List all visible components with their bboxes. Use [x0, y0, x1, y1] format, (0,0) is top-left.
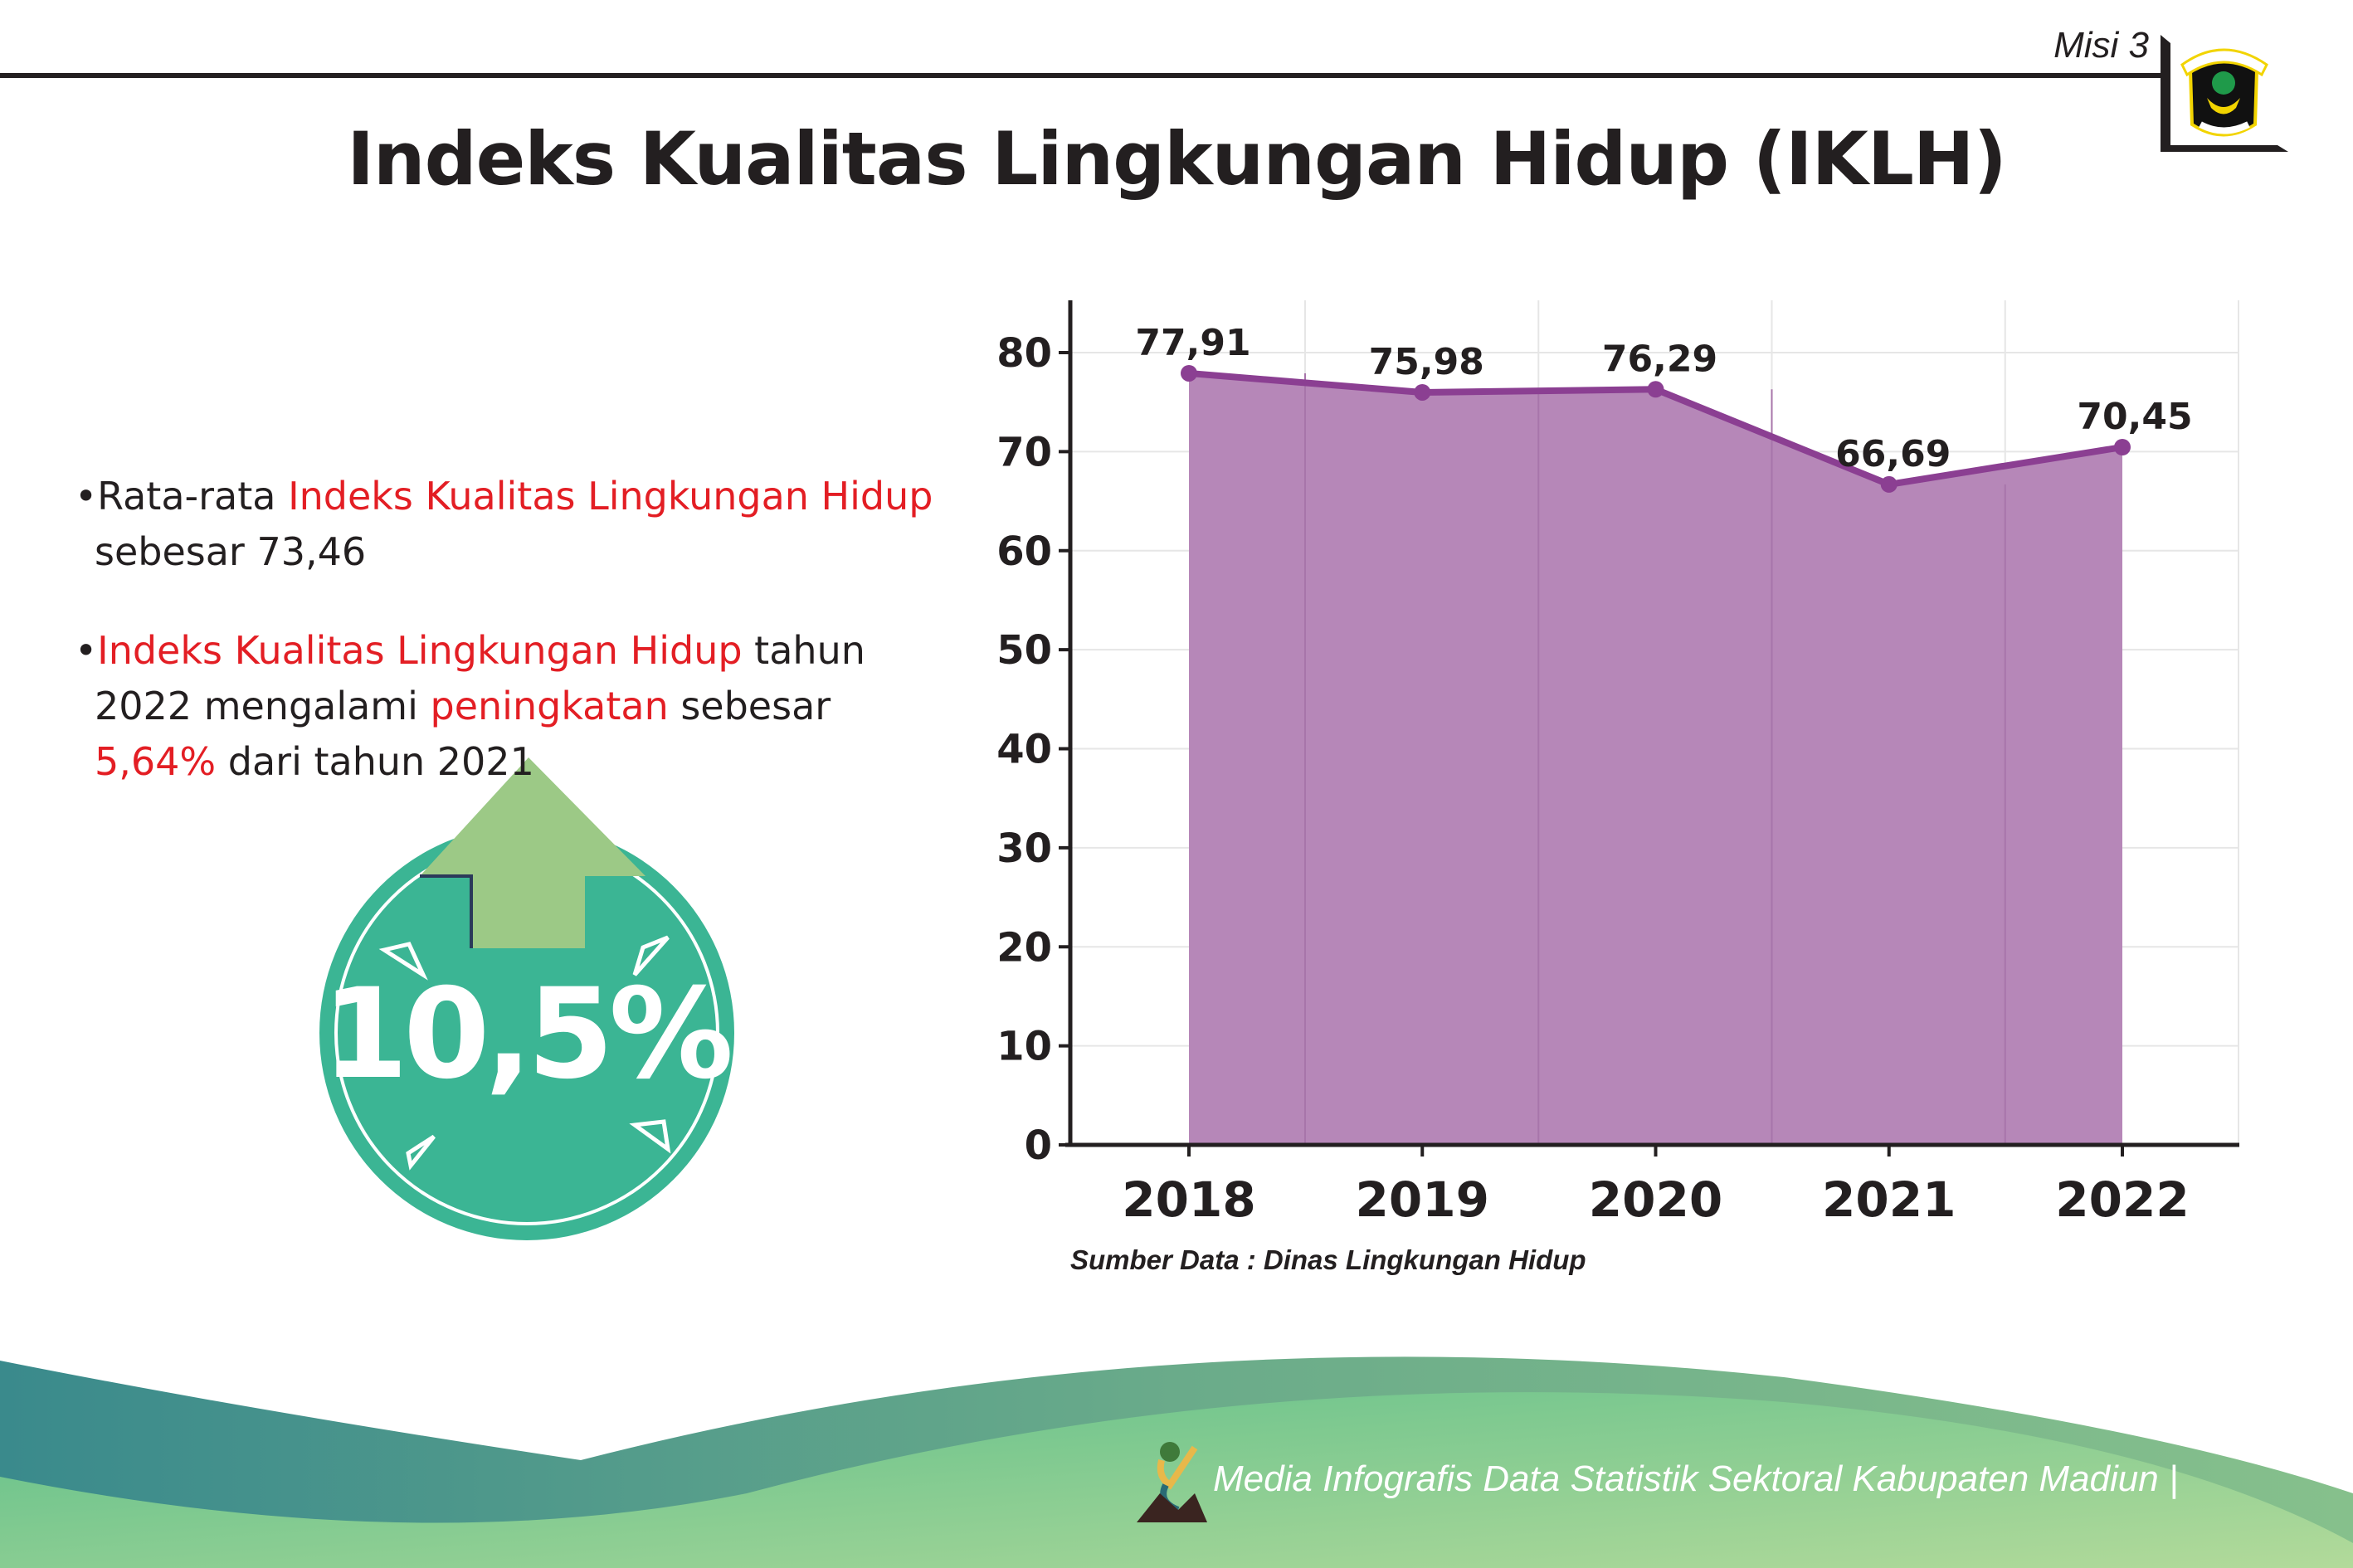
y-tick-label: 30 [996, 825, 1052, 872]
increase-badge [319, 757, 734, 1240]
infographic-figure-icon [1137, 1442, 1207, 1522]
y-tick-label: 10 [996, 1024, 1052, 1070]
bullet1-highlight: Indeks Kualitas Lingkungan Hidup [288, 474, 933, 519]
data-point [2114, 439, 2131, 456]
summary-bullets: •Rata-rata Indeks Kualitas Lingkungan Hi… [75, 469, 946, 833]
x-tick-label: 2021 [1822, 1171, 1956, 1228]
header-rule [0, 73, 2162, 78]
x-tick-label: 2020 [1589, 1171, 1722, 1228]
bullet-average: •Rata-rata Indeks Kualitas Lingkungan Hi… [75, 474, 933, 574]
x-tick-label: 2022 [2055, 1171, 2189, 1228]
iklh-area-chart: 77,91 75,98 76,29 66,69 70,45 0 10 20 30 40 50 60 70… [996, 300, 2239, 1228]
data-point [1181, 364, 1197, 382]
bullet2-text2: sebesar [668, 684, 831, 728]
bullet2-highlight1: Indeks Kualitas Lingkungan Hidup [97, 628, 743, 673]
bullet2-text1: tahun 2022 mengalami [95, 628, 865, 728]
y-tick-label: 60 [996, 528, 1052, 575]
bullet2-highlight3: 5,64% [95, 739, 217, 784]
bullet1-prefix: Rata-rata [97, 474, 289, 519]
data-label: 70,45 [2077, 396, 2192, 438]
data-source: Sumber Data : Dinas Lingkungan Hidup [1070, 1244, 1586, 1275]
footer-text: Media Infografis Data Statistik Sektoral… [1213, 1458, 2179, 1499]
data-label: 76,29 [1602, 338, 1717, 380]
mission-label: Misi 3 [2053, 25, 2149, 66]
y-tick-label: 50 [996, 627, 1052, 674]
badge-value: 10,5% [321, 962, 733, 1107]
data-point [1880, 475, 1898, 493]
data-point [1647, 381, 1664, 398]
bullet-increase: •Indeks Kualitas Lingkungan Hidup tahun … [75, 628, 865, 784]
x-tick-label: 2018 [1122, 1171, 1255, 1228]
data-label: 75,98 [1369, 341, 1484, 383]
bullet2-highlight2: peningkatan [430, 684, 669, 728]
y-tick-label: 40 [996, 727, 1052, 773]
bullet1-suffix: sebesar 73,46 [95, 529, 367, 574]
y-tick-label: 0 [1025, 1122, 1052, 1169]
bullet2-text3: dari tahun 2021 [216, 739, 534, 784]
up-arrow-icon [420, 757, 645, 948]
y-tick-label: 20 [996, 924, 1052, 971]
y-tick-label: 70 [996, 429, 1052, 475]
page-title: Indeks Kualitas Lingkungan Hidup (IKLH) [347, 116, 2007, 202]
kabupaten-madiun-logo [2180, 48, 2268, 137]
sparkle-triangles [378, 935, 671, 1171]
data-label: 66,69 [1835, 433, 1951, 475]
x-tick-label: 2019 [1356, 1171, 1489, 1228]
y-tick-label: 80 [996, 330, 1052, 377]
data-label: 77,91 [1135, 322, 1250, 364]
data-point [1414, 383, 1431, 401]
area-fill [1189, 373, 2122, 1146]
